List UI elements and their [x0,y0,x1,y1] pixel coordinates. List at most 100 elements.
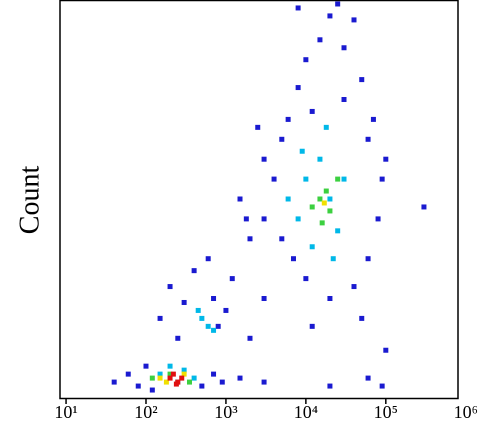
point [341,97,347,102]
point [341,176,347,182]
point [261,296,267,301]
point [205,256,211,262]
point [247,236,253,242]
point [365,136,371,142]
point [195,307,201,313]
point [421,204,427,210]
point [309,204,315,210]
point [181,371,187,377]
point [335,1,341,7]
point [135,383,141,389]
point [125,371,131,377]
point [327,208,333,214]
point [149,375,155,381]
point [317,156,323,162]
point [157,375,163,381]
point [323,124,329,130]
point [285,196,291,202]
point [205,323,211,329]
x-tick-label: 10³ [214,402,238,422]
point [341,45,347,51]
point [167,284,173,290]
point [295,5,301,11]
point [261,379,267,385]
point [167,371,173,377]
point [319,220,325,226]
point [279,136,285,142]
point [379,383,385,389]
point [365,256,371,262]
point [261,216,267,222]
point [383,347,389,353]
point [111,379,117,385]
point [143,363,149,369]
x-tick-label: 10⁵ [374,402,398,422]
point [191,375,197,381]
point [359,77,365,83]
point [295,85,301,91]
point [157,315,163,321]
point [327,296,333,301]
point [330,256,336,262]
point [327,383,333,389]
x-tick-label: 10¹ [54,402,77,422]
point [229,276,235,282]
point [179,375,185,381]
point [309,323,315,329]
point [379,176,385,182]
point [365,375,371,381]
point [173,381,179,387]
point [303,176,309,182]
point [157,371,163,377]
point [279,236,285,242]
point [299,148,305,154]
point [211,296,217,301]
point [271,176,277,182]
point [351,284,357,290]
point [335,176,341,182]
point [149,387,155,393]
point [181,299,187,305]
point [327,196,333,202]
point [219,379,225,385]
point [321,200,327,206]
point [309,244,315,250]
point [317,196,323,202]
point [247,335,253,341]
point [351,17,357,23]
point [335,228,341,234]
point [163,379,169,385]
point [186,379,192,385]
point [167,363,173,369]
point [383,156,389,162]
point [375,216,381,222]
point [317,37,323,43]
x-tick-label: 10² [134,402,157,422]
plot-frame [59,0,459,400]
point [199,383,205,389]
point [211,371,217,377]
point [237,375,243,381]
point [191,268,197,274]
point [243,216,249,222]
y-axis-label: Count [14,166,45,235]
point [237,196,243,202]
point [211,327,217,333]
point [215,323,221,329]
x-tick-label: 10⁴ [294,402,318,422]
point [170,371,176,377]
point [285,116,291,122]
point [309,108,315,114]
point [255,124,261,130]
point [370,116,376,122]
point [359,315,365,321]
point [303,57,309,63]
point [167,375,173,381]
point [199,315,205,321]
point [181,367,187,373]
point [295,216,301,222]
point [175,335,181,341]
point [290,256,296,262]
point [223,307,229,313]
